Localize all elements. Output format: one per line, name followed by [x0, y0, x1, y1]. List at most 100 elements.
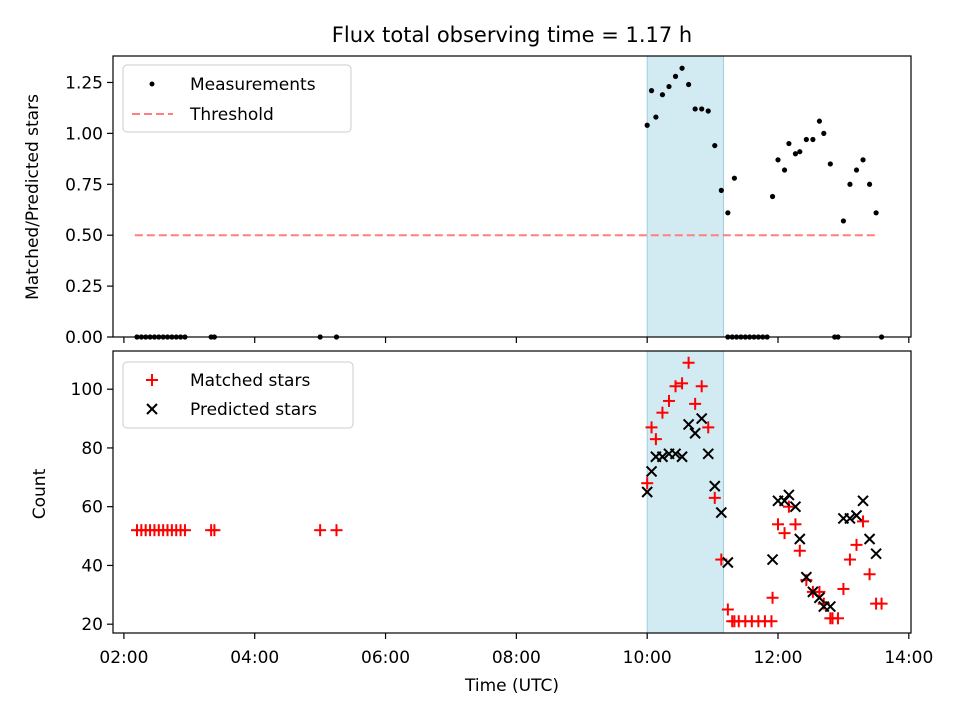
- measurement-point: [866, 181, 873, 187]
- matched-star-point: [662, 394, 675, 407]
- measurement-point: [853, 167, 860, 173]
- matched-star-point: [645, 421, 658, 434]
- predicted-star-point: [778, 495, 791, 507]
- legend-matched-marker: [146, 374, 158, 386]
- observing-window-shade: [646, 55, 724, 338]
- legend-matched-label: Matched stars: [190, 371, 310, 391]
- matched-star-point: [702, 421, 715, 434]
- matched-star-point: [649, 433, 662, 446]
- predicted-star-point: [870, 547, 882, 560]
- matched-star-point: [682, 356, 695, 369]
- matched-star-point: [314, 524, 327, 537]
- top-legend-box: [122, 64, 352, 133]
- measurement-point: [797, 149, 803, 155]
- measurement-point: [781, 167, 788, 173]
- predicted-star-point: [682, 418, 695, 431]
- matched-star-point: [813, 585, 826, 598]
- measurement-point: [672, 73, 679, 79]
- measurement-point: [827, 161, 833, 167]
- measurement-point: [860, 157, 866, 163]
- bottom-y-axis-label: Count: [30, 468, 50, 519]
- measurement-point: [705, 108, 711, 114]
- measurement-point: [847, 181, 853, 187]
- measurement-point: [840, 218, 847, 224]
- matched-star-point: [857, 515, 870, 528]
- predicted-star-point: [641, 486, 653, 498]
- predicted-star-point: [669, 448, 682, 460]
- plot-frame: [112, 350, 912, 634]
- matched-star-point: [330, 524, 343, 537]
- predicted-star-point: [656, 451, 669, 463]
- predicted-star-point: [689, 427, 701, 439]
- predicted-star-point: [813, 592, 826, 604]
- legend-predicted-label: Predicted stars: [190, 400, 317, 420]
- matched-star-point: [695, 380, 708, 393]
- y-tick-label: 100: [71, 380, 103, 400]
- bottom-legend-box: [122, 361, 354, 429]
- measurement-point: [679, 65, 685, 71]
- y-tick-label: 1.25: [65, 73, 103, 93]
- predicted-star-point: [857, 495, 869, 507]
- legend-predicted-marker: [146, 403, 158, 415]
- measurement-point: [686, 81, 692, 88]
- bottom-panel: 20 40 60 80 100 02:00 04:00 06:00 08:00 10:00 12:0…: [30, 350, 933, 696]
- measurement-point: [692, 106, 698, 112]
- matched-star-point: [789, 518, 802, 531]
- matched-star-point: [837, 582, 850, 595]
- matched-star-point: [782, 500, 795, 513]
- measurement-point: [712, 142, 718, 149]
- y-tick-label: 0.50: [65, 226, 103, 246]
- matched-star-point: [641, 477, 654, 490]
- bottom-legend: Matched stars Predicted stars: [122, 361, 354, 429]
- measurement-point: [816, 118, 823, 124]
- measurement-point: [699, 106, 705, 112]
- predicted-star-point: [824, 600, 837, 613]
- x-tick-label: 14:00: [884, 648, 933, 668]
- measurement-point: [873, 210, 879, 216]
- y-tick-label: 0.00: [65, 328, 103, 348]
- y-tick-label: 80: [81, 439, 103, 459]
- matched-star-point: [689, 397, 702, 410]
- top-y-axis-label: Matched/Predicted stars: [23, 94, 43, 300]
- predicted-star-point: [676, 451, 688, 463]
- predicted-star-point: [695, 412, 708, 425]
- predicted-star-point: [722, 556, 734, 569]
- predicted-star-point: [800, 571, 813, 583]
- measurement-point: [775, 157, 781, 163]
- measurement-point: [659, 92, 666, 98]
- matched-star-point: [850, 538, 863, 551]
- top-legend: Measurements Threshold: [122, 64, 352, 133]
- x-tick-label: 10:00: [623, 648, 672, 668]
- legend-measurements-label: Measurements: [190, 75, 316, 95]
- matched-star-point: [772, 518, 784, 531]
- matched-star-point: [793, 544, 806, 557]
- matched-star-point: [721, 603, 734, 616]
- measurement-point: [786, 140, 792, 147]
- measurement-point: [718, 187, 724, 193]
- matched-star-point: [669, 380, 682, 393]
- predicted-star-point: [844, 512, 856, 525]
- x-tick-label: 08:00: [492, 648, 541, 668]
- x-axis-label: Time (UTC): [464, 676, 559, 696]
- matched-star-point: [843, 553, 856, 566]
- matched-star-point: [766, 591, 779, 604]
- measurement-point: [731, 175, 737, 181]
- matched-star-point: [178, 524, 191, 537]
- matched-star-point: [765, 615, 778, 628]
- matched-star-point: [208, 524, 221, 537]
- predicted-star-point: [645, 465, 658, 478]
- measurement-point: [725, 210, 731, 216]
- matched-star-point: [778, 527, 791, 540]
- matched-star-point: [831, 612, 844, 625]
- matched-star-point: [676, 377, 689, 390]
- predicted-star-point: [863, 533, 876, 545]
- y-tick-label: 0.25: [65, 277, 103, 297]
- measurement-point: [769, 193, 776, 200]
- measurement-point: [653, 114, 659, 120]
- observing-window-shade: [646, 350, 724, 634]
- x-tick-label: 04:00: [230, 648, 279, 668]
- predicted-star-point: [715, 506, 728, 519]
- matched-star-point: [863, 568, 876, 581]
- y-tick-label: 60: [81, 498, 103, 518]
- measurement-point: [803, 136, 809, 143]
